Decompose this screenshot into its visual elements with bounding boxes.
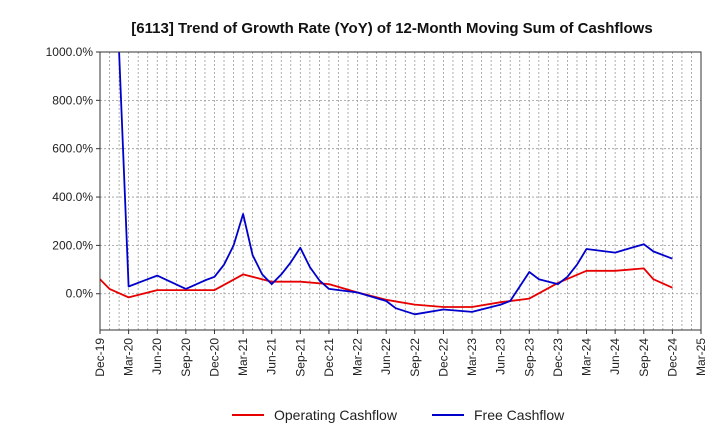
chart-title: [6113] Trend of Growth Rate (YoY) of 12-… [131, 20, 652, 37]
x-tick-label: Dec-24 [665, 338, 679, 377]
legend: Operating Cashflow Free Cashflow [232, 407, 565, 423]
x-tick-label: Jun-23 [494, 338, 508, 375]
plot-frame [99, 51, 702, 331]
x-tick-label: Dec-20 [207, 338, 221, 377]
series-line-1 [100, 267, 673, 308]
series-line-2 [118, 52, 673, 316]
legend-label: Free Cashflow [474, 407, 565, 423]
x-tick-label: Dec-22 [436, 338, 450, 377]
x-tick-label: Mar-21 [236, 338, 250, 376]
x-tick-label: Dec-19 [93, 338, 107, 377]
x-tick-label: Dec-21 [322, 338, 336, 377]
x-tick-label: Mar-23 [465, 338, 479, 376]
y-tick-label: 800.0% [52, 93, 93, 107]
x-tick-label: Sep-20 [179, 338, 193, 377]
x-tick-label: Jun-24 [608, 338, 622, 375]
x-tick-label: Jun-20 [150, 338, 164, 375]
x-tick-label: Sep-21 [293, 338, 307, 377]
x-tick-label: Sep-22 [408, 338, 422, 377]
x-tick-label: Mar-25 [694, 338, 708, 376]
x-tick-label: Sep-23 [522, 338, 536, 377]
y-tick-label: 0.0% [66, 287, 94, 301]
legend-label: Operating Cashflow [274, 407, 398, 423]
y-tick-label: 400.0% [52, 190, 93, 204]
series-group [100, 52, 673, 316]
x-tick-label: Sep-24 [637, 338, 651, 377]
x-tick-label: Mar-22 [351, 338, 365, 376]
y-tick-label: 1000.0% [46, 45, 94, 59]
y-tick-label: 600.0% [52, 142, 93, 156]
x-tick-label: Jun-22 [379, 338, 393, 375]
y-axis: 0.0% 200.0% 400.0% 600.0% 800.0% 1000.0% [46, 45, 100, 301]
x-tick-label: Jun-21 [265, 338, 279, 375]
x-tick-label: Mar-24 [580, 338, 594, 376]
x-tick-label: Mar-20 [122, 338, 136, 376]
x-tick-label: Dec-23 [551, 338, 565, 377]
y-tick-label: 200.0% [52, 238, 93, 252]
x-axis: Dec-19 Mar-20 Jun-20 Sep-20 Dec-20 Mar-21 Jun-… [93, 330, 708, 377]
